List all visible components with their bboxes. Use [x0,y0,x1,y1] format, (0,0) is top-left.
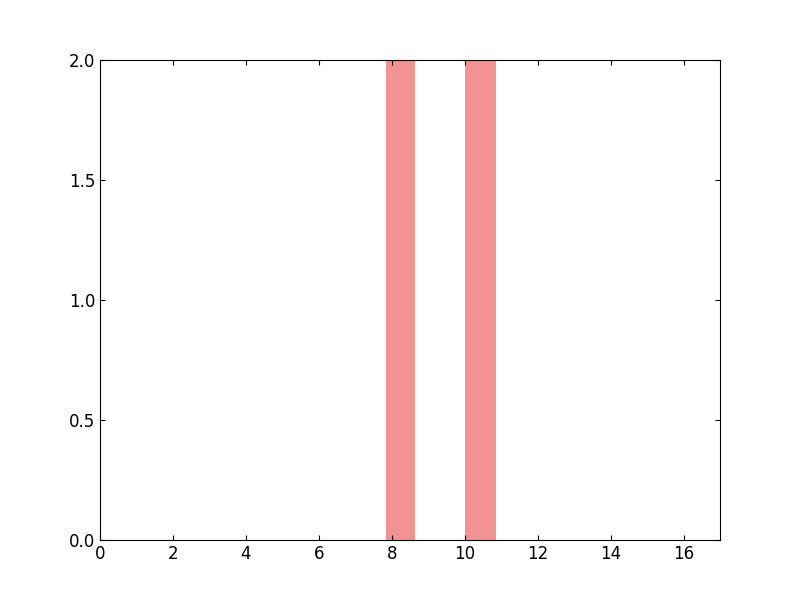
Bar [465,60,496,540]
Bar [386,60,415,540]
